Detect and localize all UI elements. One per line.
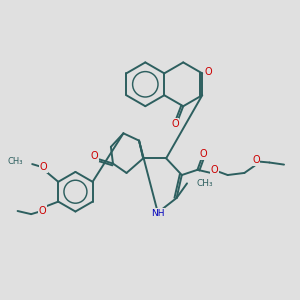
Text: O: O [171, 119, 179, 129]
Text: NH: NH [151, 209, 165, 218]
Text: CH₃: CH₃ [7, 158, 23, 166]
Text: O: O [40, 162, 47, 172]
Text: O: O [200, 149, 208, 159]
Text: O: O [205, 67, 212, 77]
Text: O: O [210, 165, 218, 175]
Text: O: O [90, 151, 98, 161]
Text: O: O [39, 206, 46, 216]
Text: CH₃: CH₃ [196, 179, 213, 188]
Text: O: O [252, 155, 260, 165]
